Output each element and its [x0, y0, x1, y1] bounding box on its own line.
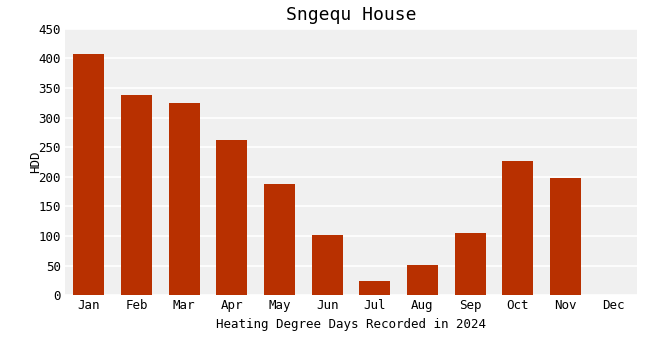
Bar	[73, 54, 104, 295]
Bar	[216, 140, 247, 295]
Bar	[311, 235, 343, 295]
Bar	[169, 103, 200, 295]
Bar	[502, 161, 534, 295]
Bar	[550, 178, 581, 295]
Bar	[407, 265, 438, 295]
Bar	[454, 233, 486, 295]
Bar	[121, 95, 152, 295]
Title: Sngequ House: Sngequ House	[286, 6, 416, 24]
Bar	[359, 281, 390, 295]
Y-axis label: HDD: HDD	[29, 151, 42, 173]
Bar	[264, 184, 295, 295]
X-axis label: Heating Degree Days Recorded in 2024: Heating Degree Days Recorded in 2024	[216, 318, 486, 331]
